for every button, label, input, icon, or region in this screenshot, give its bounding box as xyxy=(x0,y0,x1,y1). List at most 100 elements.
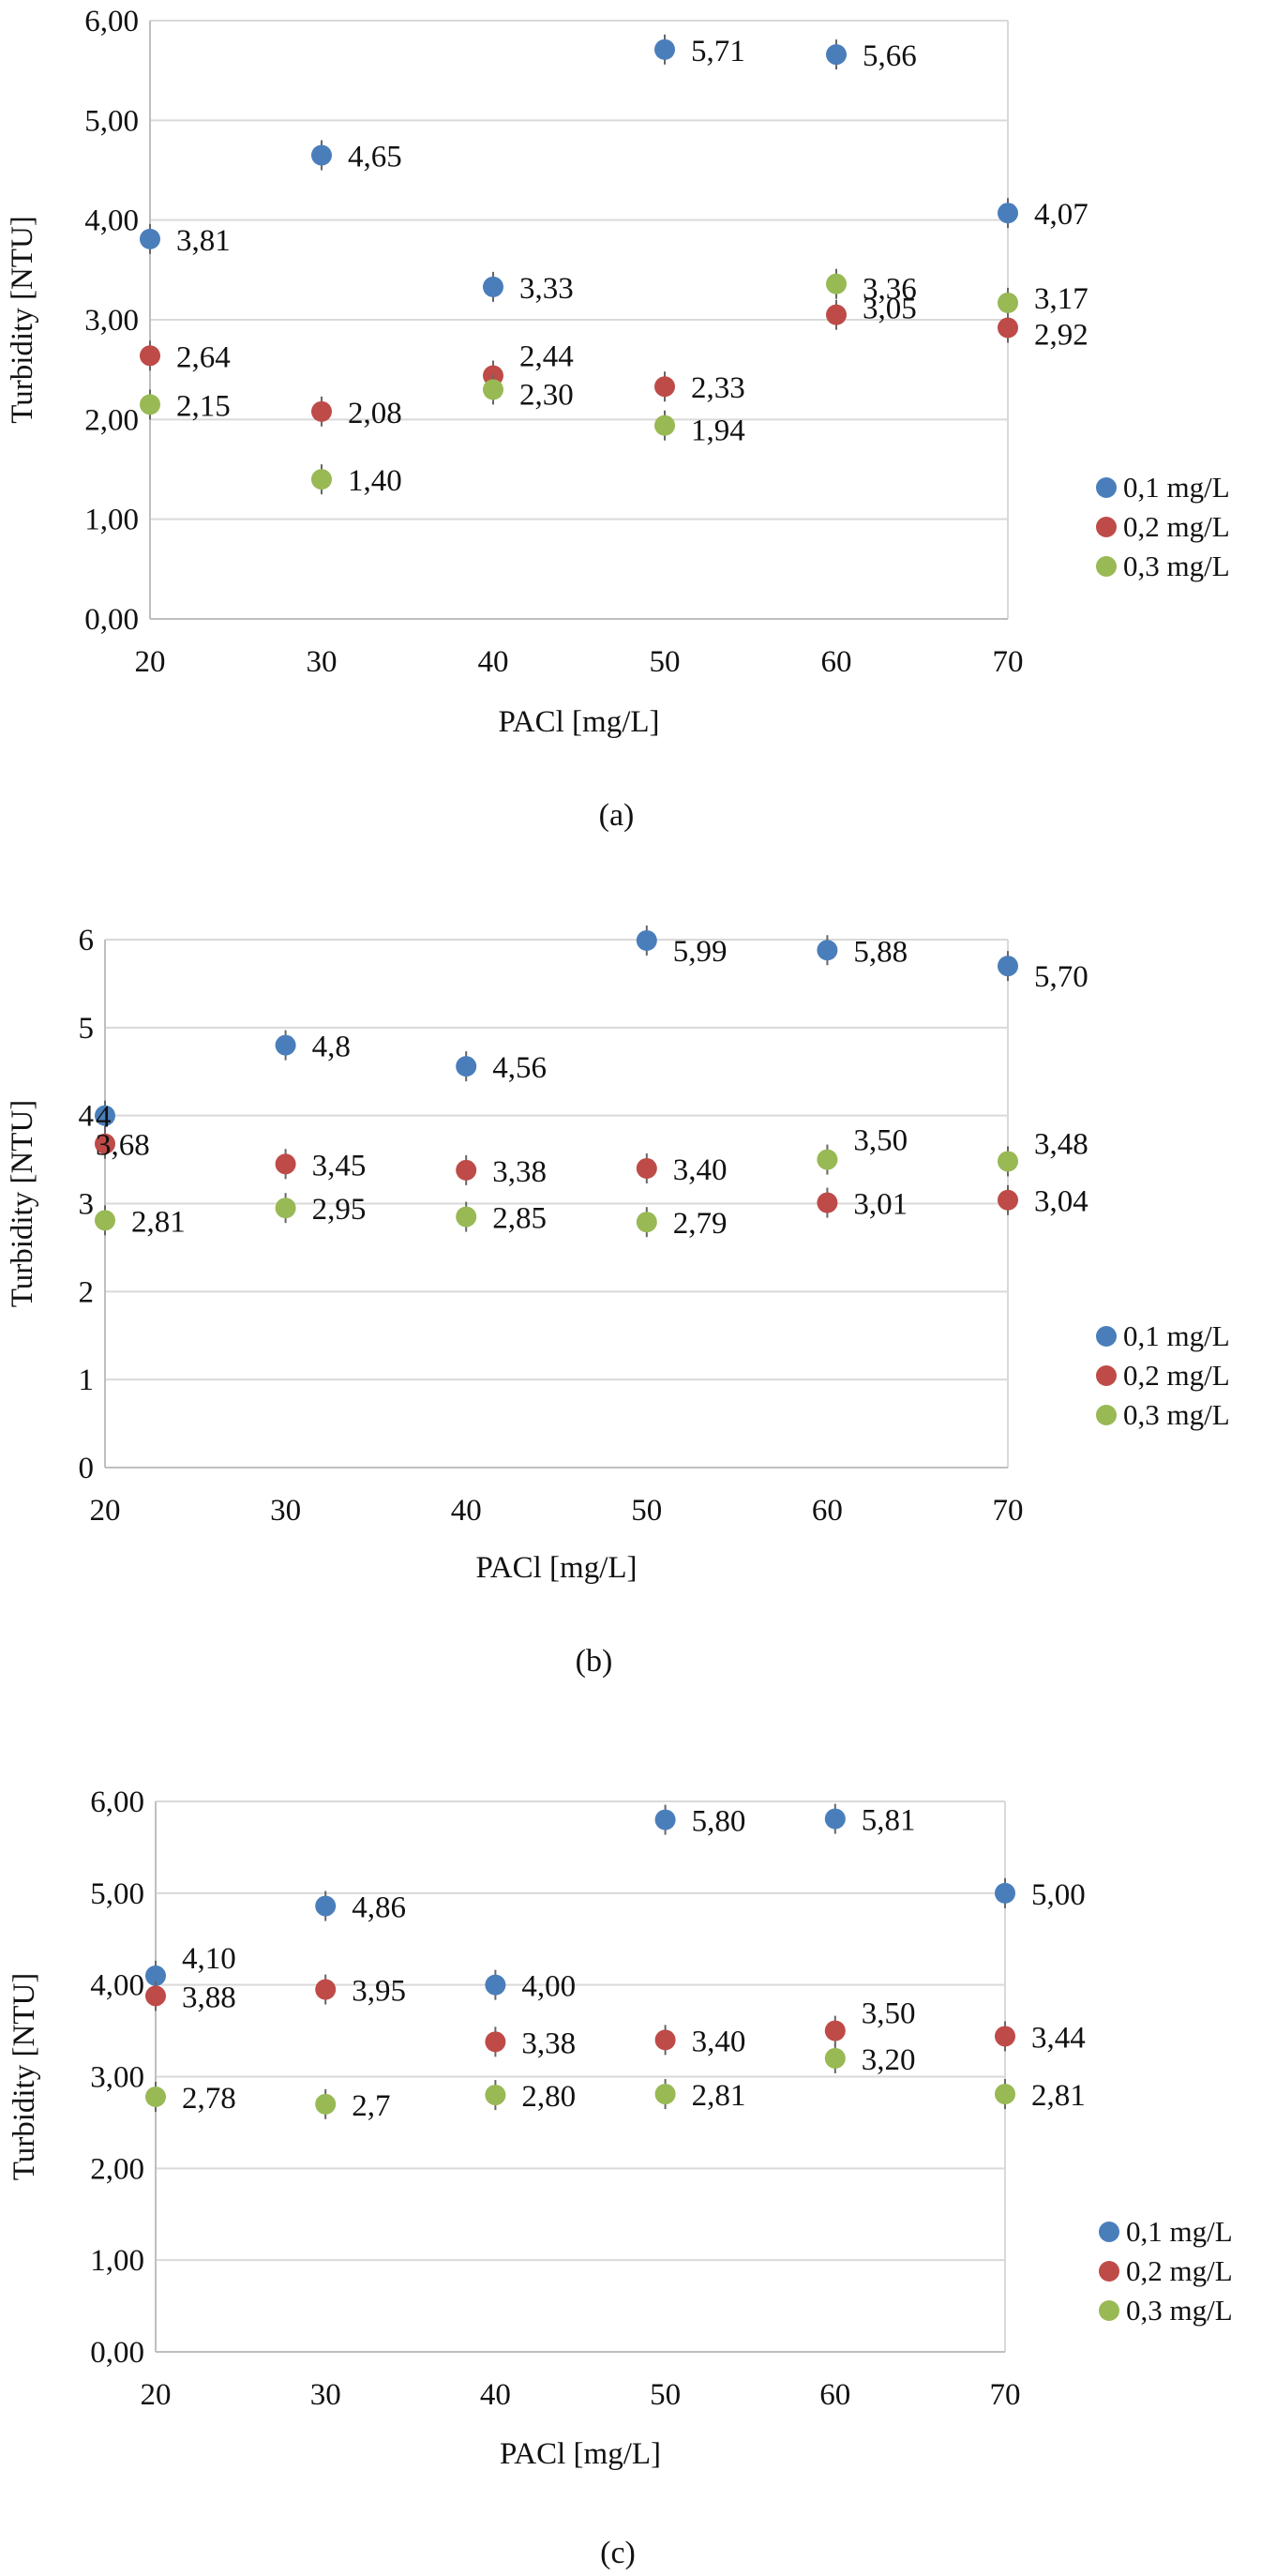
data-point xyxy=(485,1974,506,1996)
data-point xyxy=(995,2084,1015,2105)
data-label: 3,44 xyxy=(1031,2021,1086,2055)
legend-label: 0,2 mg/L xyxy=(1123,1359,1230,1392)
y-tick-label: 4,00 xyxy=(90,1969,144,2003)
x-tick-label: 30 xyxy=(310,2378,341,2412)
x-tick-label: 20 xyxy=(141,2378,172,2412)
data-label: 4 xyxy=(96,1101,112,1135)
data-point xyxy=(311,469,332,490)
x-tick-label: 50 xyxy=(631,1494,662,1528)
legend-label: 0,1 mg/L xyxy=(1123,1319,1230,1352)
y-tick-label: 6,00 xyxy=(90,1785,144,1819)
data-label: 2,08 xyxy=(348,397,402,430)
data-point xyxy=(998,1189,1018,1211)
data-label: 1,94 xyxy=(691,414,745,448)
data-label: 5,66 xyxy=(863,39,917,73)
data-label: 3,40 xyxy=(673,1153,728,1187)
data-label: 5,71 xyxy=(691,35,745,68)
legend-marker xyxy=(1099,2261,1119,2282)
data-point xyxy=(817,940,838,961)
data-label: 2,7 xyxy=(352,2089,390,2123)
data-label: 2,30 xyxy=(519,378,574,412)
data-label: 2,64 xyxy=(176,340,231,374)
y-tick-label: 4,00 xyxy=(84,204,139,238)
data-label: 3,36 xyxy=(863,273,917,307)
panel-caption: (b) xyxy=(576,1644,613,1679)
data-point xyxy=(95,1133,115,1154)
data-label: 2,78 xyxy=(182,2082,236,2116)
data-label: 2,81 xyxy=(692,2079,746,2113)
data-label: 3,45 xyxy=(312,1149,367,1183)
legend-marker xyxy=(1099,2222,1119,2242)
data-label: 5,80 xyxy=(692,1805,746,1839)
chart-panel-b: 0 1 2 3 4 5 6 20 30 40 50 60 70 PACl [mg/L] Turbidity … xyxy=(6,924,1230,1679)
data-label: 2,81 xyxy=(131,1205,186,1239)
data-point xyxy=(145,1985,166,2007)
data-label: 3,38 xyxy=(492,1155,547,1189)
data-point xyxy=(636,1157,657,1179)
data-point xyxy=(483,276,503,297)
data-point xyxy=(315,1979,337,2000)
data-label: 5,00 xyxy=(1031,1878,1086,1912)
data-label: 3,50 xyxy=(862,1997,916,2031)
data-point xyxy=(485,2085,506,2106)
data-label: 2,92 xyxy=(1034,319,1088,353)
legend-label: 0,1 mg/L xyxy=(1123,471,1230,504)
x-tick-label: 30 xyxy=(270,1494,301,1528)
x-tick-label: 40 xyxy=(480,2378,511,2412)
data-label: 3,38 xyxy=(521,2026,576,2060)
data-label: 3,50 xyxy=(853,1124,908,1158)
data-point xyxy=(311,400,332,422)
y-tick-label: 6 xyxy=(79,924,95,957)
data-point xyxy=(636,1212,657,1233)
y-tick-label: 1 xyxy=(79,1363,95,1397)
data-point xyxy=(275,1034,296,1056)
y-tick-label: 0 xyxy=(79,1452,95,1485)
legend-marker xyxy=(1096,477,1117,498)
x-tick-label: 20 xyxy=(90,1494,121,1528)
legend-label: 0,3 mg/L xyxy=(1123,1398,1230,1431)
data-point xyxy=(140,228,160,249)
data-point xyxy=(654,38,675,60)
y-tick-label: 1,00 xyxy=(84,504,139,537)
data-label: 5,88 xyxy=(853,935,908,969)
legend-marker xyxy=(1096,1365,1117,1386)
data-label: 3,17 xyxy=(1034,282,1088,316)
data-label: 2,44 xyxy=(519,340,574,374)
data-label: 3,33 xyxy=(519,272,574,306)
data-point xyxy=(456,1206,477,1228)
data-label: 2,79 xyxy=(673,1207,728,1241)
data-point xyxy=(826,44,847,66)
data-label: 3,68 xyxy=(96,1129,150,1163)
data-label: 2,80 xyxy=(521,2080,576,2114)
data-label: 2,85 xyxy=(492,1202,547,1236)
data-label: 4,65 xyxy=(348,141,402,174)
data-point xyxy=(654,1809,676,1830)
legend-marker xyxy=(1096,517,1117,537)
y-tick-label: 3,00 xyxy=(84,304,139,338)
data-point xyxy=(998,956,1018,977)
data-point xyxy=(826,273,847,294)
data-label: 4,8 xyxy=(312,1031,351,1064)
data-point xyxy=(824,1808,846,1830)
y-axis-label: Turbidity [NTU] xyxy=(6,216,39,424)
y-tick-label: 0,00 xyxy=(84,603,139,637)
x-tick-label: 70 xyxy=(990,2378,1021,2412)
data-point xyxy=(998,203,1018,224)
data-point xyxy=(636,929,657,951)
x-tick-label: 40 xyxy=(451,1494,482,1528)
data-label: 3,20 xyxy=(862,2043,916,2077)
y-axis-label: Turbidity [NTU] xyxy=(6,1100,39,1308)
data-point xyxy=(95,1105,115,1126)
data-point xyxy=(485,2031,506,2053)
data-label: 4,07 xyxy=(1034,198,1088,232)
data-point xyxy=(654,414,675,436)
data-label: 4,10 xyxy=(182,1942,236,1976)
data-point xyxy=(995,2026,1015,2047)
y-tick-label: 5 xyxy=(79,1012,95,1046)
chart-panel-c: 0,00 1,00 2,00 3,00 4,00 5,00 6,00 20 30 40 50 60 70… xyxy=(8,1785,1233,2570)
legend-label: 0,3 mg/L xyxy=(1126,2294,1233,2327)
data-point xyxy=(95,1210,115,1231)
data-label: 2,33 xyxy=(691,371,745,405)
x-tick-label: 60 xyxy=(819,2378,850,2412)
